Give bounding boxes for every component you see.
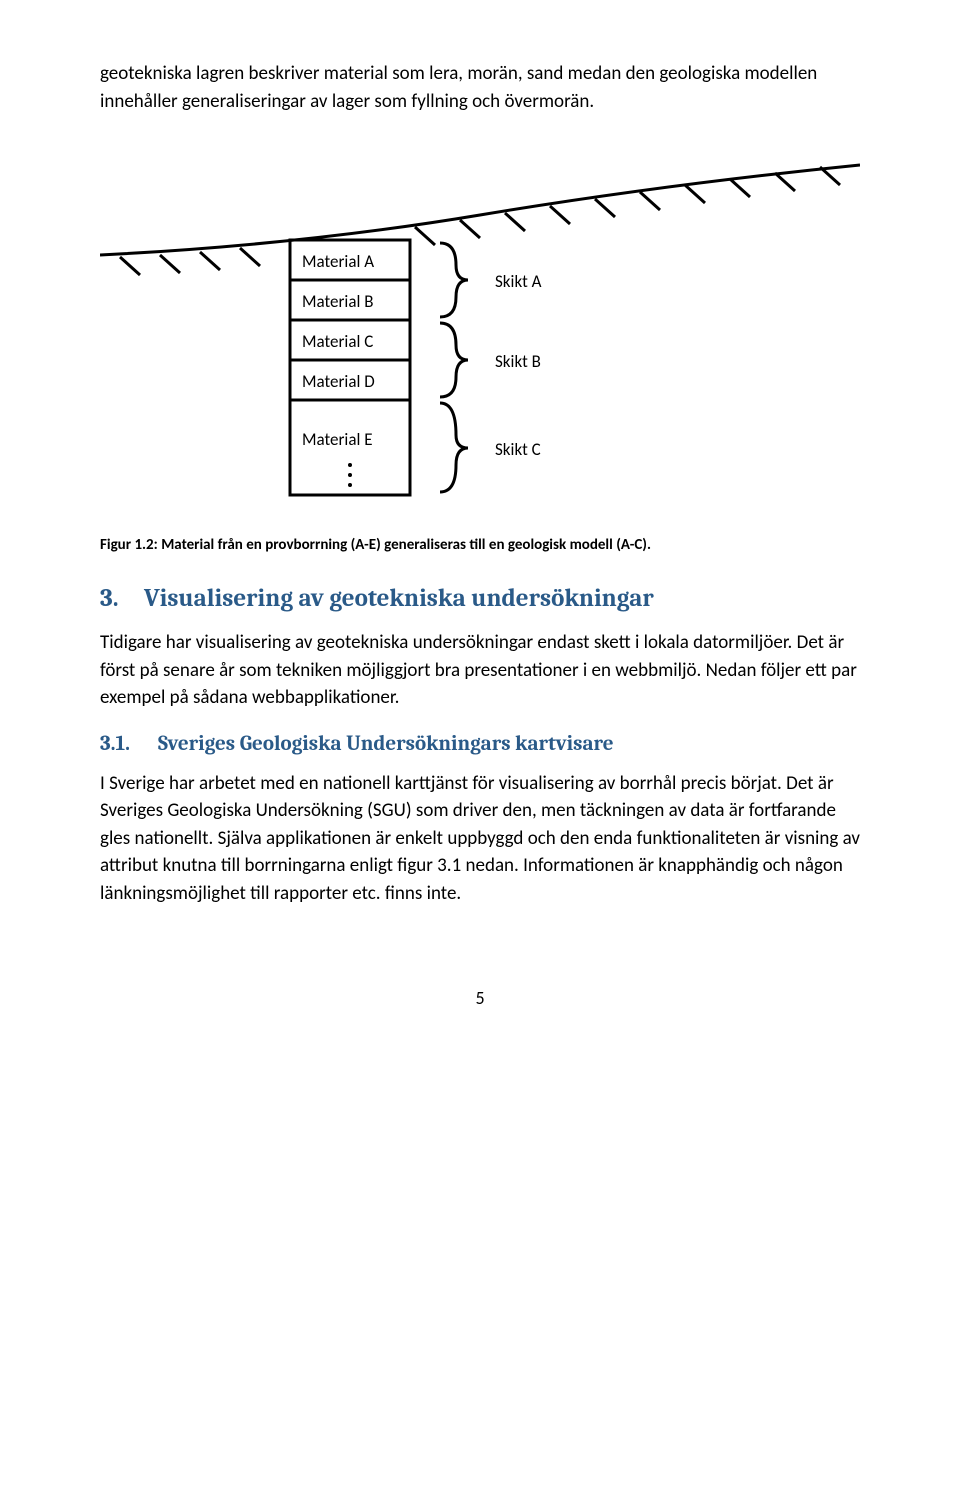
label-material-b: Material B xyxy=(302,291,373,312)
section-3-1-title: Sveriges Geologiska Undersökningars kart… xyxy=(158,732,613,756)
label-material-e: Material E xyxy=(302,429,373,450)
geology-diagram: Material A Material B Material C Materia… xyxy=(100,135,860,515)
section-3-1-number: 3.1. xyxy=(100,732,158,756)
section-3-title: Visualisering av geotekniska undersöknin… xyxy=(144,584,654,613)
label-skikt-a: Skikt A xyxy=(495,271,542,292)
label-skikt-c: Skikt C xyxy=(495,439,541,460)
section-3-1-heading: 3.1.Sveriges Geologiska Undersökningars … xyxy=(100,732,860,756)
section-3-number: 3. xyxy=(100,584,144,613)
label-material-d: Material D xyxy=(302,371,375,392)
section-3-paragraph: Tidigare har visualisering av geoteknisk… xyxy=(100,629,860,712)
intro-paragraph: geotekniska lagren beskriver material so… xyxy=(100,60,860,115)
label-skikt-b: Skikt B xyxy=(495,351,541,372)
label-material-a: Material A xyxy=(302,251,374,272)
page: geotekniska lagren beskriver material so… xyxy=(0,0,960,1049)
label-material-c: Material C xyxy=(302,331,373,352)
figure-1-2: Material A Material B Material C Materia… xyxy=(100,135,860,520)
section-3-heading: 3.Visualisering av geotekniska undersökn… xyxy=(100,584,860,613)
figure-caption: Figur 1.2: Material från en provborrning… xyxy=(100,536,860,554)
section-3-1-paragraph: I Sverige har arbetet med en nationell k… xyxy=(100,770,860,908)
page-number: 5 xyxy=(100,987,860,1009)
